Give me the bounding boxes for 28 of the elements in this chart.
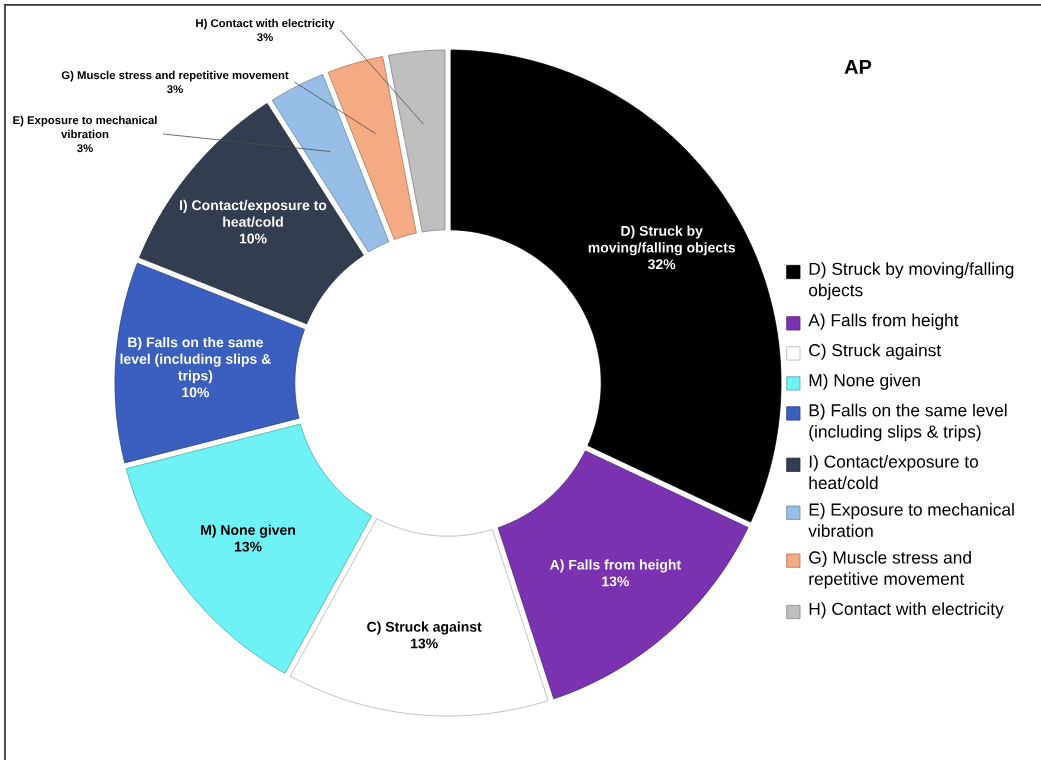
slice-label: C) Struck against [367, 621, 482, 635]
legend-label: B) Falls on the same level (including slips & trips) [809, 403, 1007, 442]
slice-label: A) Falls from height [550, 559, 681, 573]
slice-label: G) Muscle stress and repetitive movement [61, 70, 289, 82]
slice-label: I) Contact/exposure to heat/cold [180, 199, 327, 227]
legend-label: I) Contact/exposure to heat/cold [809, 455, 979, 490]
data-label: 13% [411, 638, 438, 649]
slice-label: M) None given [201, 524, 295, 538]
text: AP [844, 60, 872, 74]
legend-label: G) Muscle stress and repetitive movement [809, 550, 971, 589]
legend-label: H) Contact with electricity [809, 602, 1004, 619]
slice-label: B) Falls on the same level (including slips & trips) [120, 336, 271, 384]
legend-label: D) Struck by moving/falling objects [809, 262, 1014, 300]
data-label: 10% [239, 233, 267, 244]
legend-label: C) Struck against [809, 343, 942, 360]
slice-label: D) Struck by moving/falling objects [588, 225, 736, 256]
data-label: 10% [182, 387, 210, 398]
data-label: 3% [257, 33, 273, 42]
data-label: 3% [167, 85, 183, 94]
data-label: 32% [648, 259, 676, 270]
data-label: 13% [602, 576, 629, 587]
data-label: 13% [234, 541, 262, 552]
legend-label: A) Falls from height [808, 313, 959, 330]
data-label: 3% [77, 144, 93, 153]
legend-label: E) Exposure to mechanical vibration [808, 502, 1014, 538]
slice-label: E) Exposure to mechanical vibration [13, 115, 157, 139]
legend-label: M) None given [809, 373, 920, 390]
slice-label: H) Contact with electricity [196, 18, 335, 30]
